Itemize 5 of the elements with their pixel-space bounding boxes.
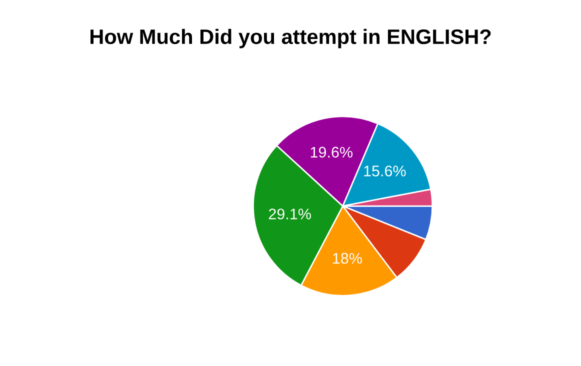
chart-title: How Much Did you attempt in ENGLISH? (90, 28, 491, 48)
data-label: 29.1% (268, 208, 311, 220)
data-label: 19.6% (310, 146, 353, 158)
data-label: 18% (333, 252, 362, 264)
data-label: 15.6% (364, 166, 406, 176)
